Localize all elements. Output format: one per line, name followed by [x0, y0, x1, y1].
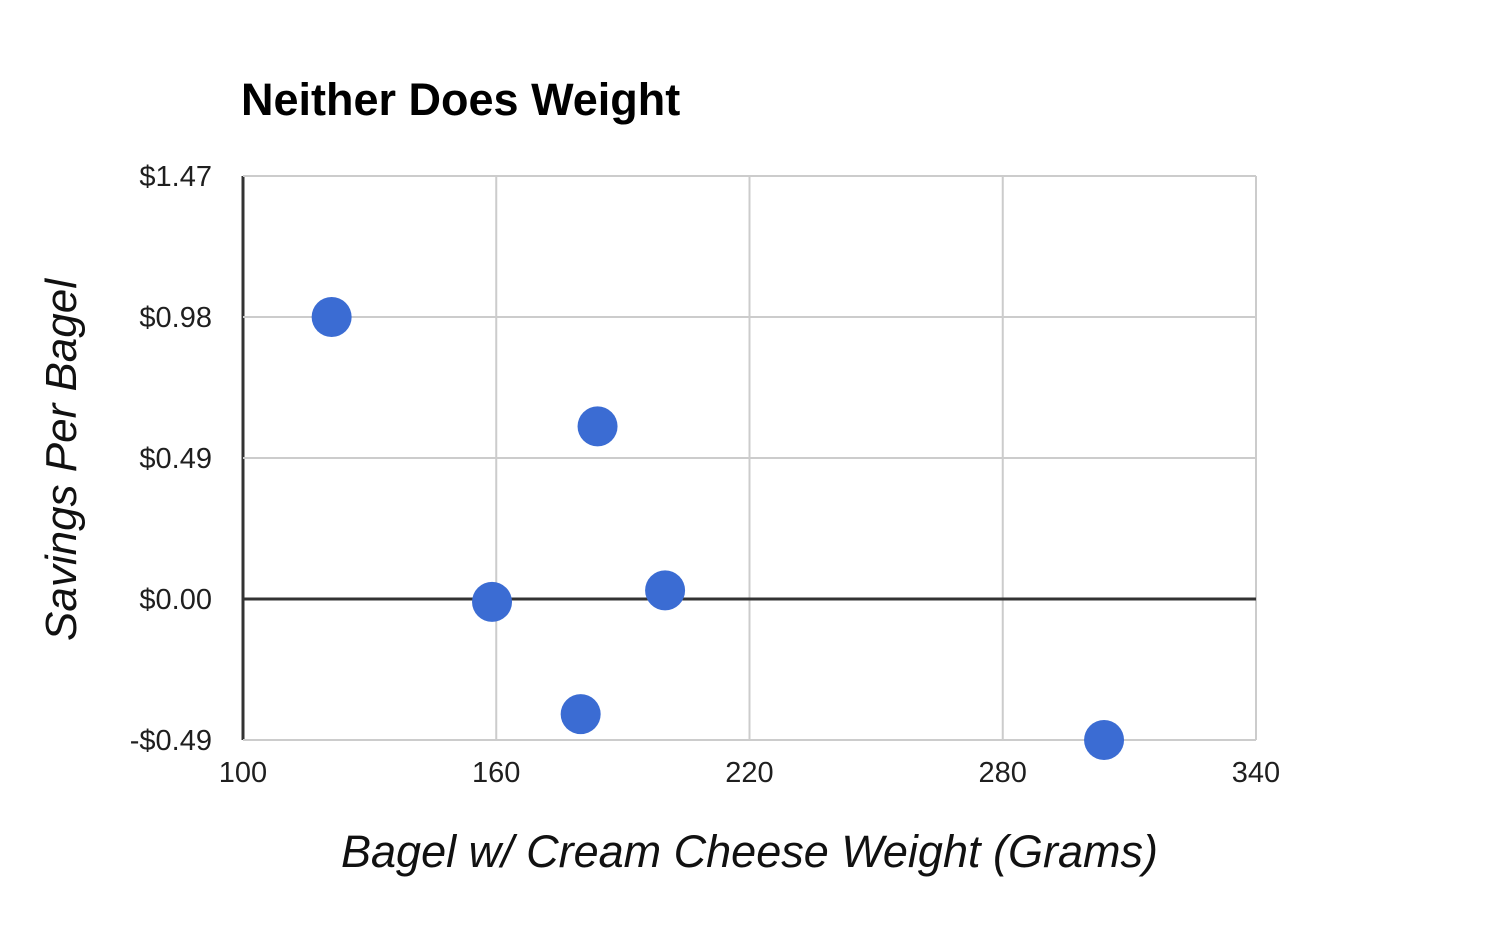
y-tick-label: $0.49 [139, 443, 212, 475]
data-point [560, 694, 601, 735]
y-tick-label: $0.98 [139, 302, 212, 334]
x-tick-label: 220 [725, 757, 773, 789]
x-tick-label: 100 [219, 757, 267, 789]
y-tick-label: $0.00 [139, 584, 212, 616]
x-axis-tick-labels: 100 160 220 280 340 [219, 757, 1280, 789]
data-point [472, 581, 513, 622]
y-tick-label: $1.47 [139, 161, 212, 193]
data-point [645, 570, 686, 611]
y-axis-tick-labels: $1.47 $0.98 $0.49 $0.00 -$0.49 [130, 161, 212, 757]
data-points [311, 297, 1125, 760]
chart-title: Neither Does Weight [241, 74, 681, 125]
data-point [577, 406, 618, 447]
x-tick-label: 340 [1232, 757, 1280, 789]
x-axis-title: Bagel w/ Cream Cheese Weight (Grams) [341, 826, 1158, 877]
y-tick-label: -$0.49 [130, 725, 212, 757]
x-tick-label: 280 [979, 757, 1027, 789]
data-point [311, 297, 352, 337]
gridlines [241, 175, 1257, 741]
x-tick-label: 160 [472, 757, 520, 789]
data-point [1084, 720, 1125, 760]
